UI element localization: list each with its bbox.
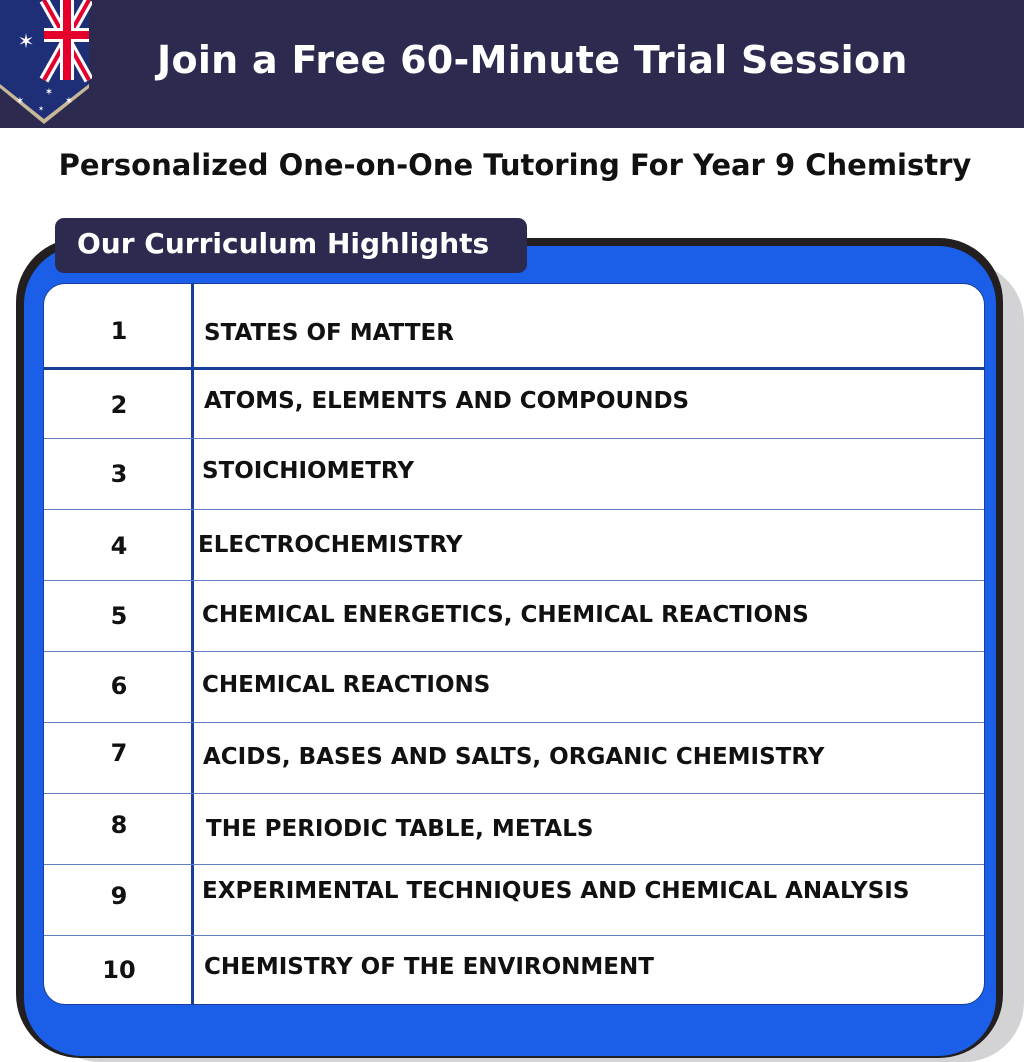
row-number: 2 (110, 391, 128, 419)
row-number: 8 (110, 811, 128, 839)
row-divider (44, 438, 984, 439)
curriculum-table: 1 STATES OF MATTER 2 ATOMS, ELEMENTS AND CO… (43, 283, 985, 1005)
section-tab: Our Curriculum Highlights (55, 218, 527, 273)
row-divider (44, 651, 984, 652)
row-divider (44, 864, 984, 865)
svg-text:✶: ✶ (38, 105, 44, 113)
row-topic: STATES OF MATTER (204, 320, 454, 346)
row-topic: ELECTROCHEMISTRY (198, 532, 463, 558)
column-divider (191, 284, 194, 1004)
row-divider (44, 793, 984, 794)
row-number: 4 (110, 532, 128, 560)
row-topic: EXPERIMENTAL TECHNIQUES AND CHEMICAL ANA… (202, 878, 910, 904)
header-banner: ✶ ✶ ✶ ✶ ✶ Join a Free 60-Minute Trial Se… (0, 0, 1024, 128)
row-number: 9 (110, 882, 128, 910)
svg-text:✶: ✶ (18, 29, 35, 53)
australian-flag-icon: ✶ ✶ ✶ ✶ ✶ (0, 0, 92, 124)
section-label: Our Curriculum Highlights (77, 227, 490, 260)
row-number: 3 (110, 460, 128, 488)
row-divider (44, 580, 984, 581)
svg-text:✶: ✶ (45, 87, 53, 98)
row-divider (44, 935, 984, 936)
row-divider (44, 367, 984, 370)
row-topic: ACIDS, BASES AND SALTS, ORGANIC CHEMISTR… (203, 744, 825, 770)
row-divider (44, 722, 984, 723)
row-divider (44, 509, 984, 510)
row-number: 1 (110, 317, 128, 345)
row-topic: STOICHIOMETRY (202, 458, 414, 484)
row-topic: ATOMS, ELEMENTS AND COMPOUNDS (204, 388, 690, 414)
svg-text:✶: ✶ (16, 96, 24, 107)
row-topic: CHEMICAL REACTIONS (202, 672, 491, 698)
svg-text:✶: ✶ (65, 96, 73, 107)
subtitle: Personalized One-on-One Tutoring For Yea… (58, 148, 972, 182)
header-title: Join a Free 60-Minute Trial Session (157, 38, 908, 82)
row-number: 5 (110, 602, 128, 630)
row-number: 6 (110, 672, 128, 700)
row-topic: CHEMISTRY OF THE ENVIRONMENT (204, 954, 654, 980)
row-topic: THE PERIODIC TABLE, METALS (206, 816, 594, 842)
row-number: 10 (102, 956, 136, 984)
row-number: 7 (110, 739, 128, 767)
row-topic: CHEMICAL ENERGETICS, CHEMICAL REACTIONS (202, 602, 809, 628)
